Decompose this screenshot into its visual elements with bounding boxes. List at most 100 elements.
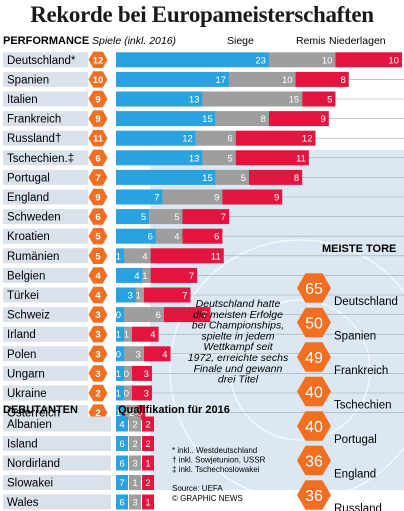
- debutants-header: DEBUTANTEN: [3, 404, 78, 416]
- losses-value: 3: [144, 389, 149, 400]
- draws-value: 4: [142, 251, 147, 262]
- draws-bar: [149, 209, 183, 225]
- debutant-bar: [116, 436, 128, 451]
- draws-value: 5: [241, 173, 246, 184]
- draws-value: 4: [174, 232, 179, 243]
- losses-value: 9: [321, 114, 326, 125]
- games-value: 6: [95, 153, 100, 164]
- games-value: 3: [95, 369, 100, 380]
- losses-value: 5: [327, 95, 332, 106]
- draws-value: 10: [322, 55, 333, 66]
- draws-bar: [142, 267, 151, 283]
- draws-bar: [135, 287, 144, 303]
- games-hexagon: [88, 286, 108, 304]
- debutant-value: 1: [145, 459, 150, 470]
- losses-bar: [302, 91, 336, 107]
- losses-value: 10: [388, 55, 399, 66]
- row-label-bg: [3, 228, 88, 244]
- games-value: 5: [95, 232, 101, 243]
- row-label-bg: [3, 326, 88, 342]
- goals-hexagon: [297, 342, 331, 372]
- row-label-bg: [3, 91, 88, 107]
- country-label: Schweiz: [7, 310, 50, 322]
- wins-bar: [116, 248, 124, 264]
- draws-bar: [124, 385, 132, 401]
- wins-value: 5: [141, 212, 146, 223]
- row-label-bg: [3, 307, 88, 323]
- row-label-bg: [3, 287, 88, 303]
- debutant-value: 3: [132, 498, 137, 509]
- row-label-bg: [3, 248, 88, 264]
- draws-value: 1: [124, 330, 129, 341]
- draws-bar: [155, 228, 183, 244]
- draws-bar: [215, 111, 269, 127]
- wins-value: 1: [116, 369, 121, 380]
- debutant-bar: [116, 416, 128, 432]
- losses-value: 6: [214, 232, 219, 243]
- country-label: Türkei: [7, 290, 39, 302]
- debutant-label-bg: [3, 416, 111, 432]
- goals-value: 50: [305, 316, 323, 333]
- wins-value: 1: [116, 408, 121, 419]
- wins-value: 13: [189, 153, 200, 164]
- col-draws-label: Remis: [296, 35, 326, 47]
- losses-bar: [163, 307, 211, 323]
- country-label: Deutschland*: [7, 55, 76, 67]
- wins-bar: [116, 111, 216, 127]
- row-label-bg: [3, 209, 88, 225]
- debutant-bar: [142, 436, 154, 451]
- draws-value: 5: [227, 153, 232, 164]
- goals-country: Russland: [334, 503, 382, 511]
- country-label: Portugal: [7, 172, 50, 184]
- games-value: 9: [95, 193, 100, 204]
- losses-bar: [132, 365, 152, 381]
- losses-bar: [132, 326, 159, 342]
- losses-value: 0: [137, 408, 142, 419]
- losses-value: 4: [150, 330, 155, 341]
- draws-bar: [124, 365, 132, 381]
- games-value: 4: [95, 271, 101, 282]
- wins-value: 0: [116, 310, 121, 321]
- qualification-header: Qualifikation für 2016: [118, 404, 230, 416]
- goals-value: 49: [305, 350, 323, 367]
- debutant-value: 1: [132, 478, 137, 489]
- games-hexagon: [88, 71, 108, 88]
- wins-value: 1: [116, 389, 121, 400]
- debutant-bar: [116, 494, 128, 510]
- row-label-bg: [3, 52, 88, 68]
- debutant-label: Island: [7, 439, 38, 451]
- goals-hexagon: [297, 273, 331, 303]
- wins-bar: [116, 346, 124, 362]
- row-label-bg: [3, 267, 88, 283]
- annotation-line: 1972, erreichte sechs: [188, 352, 289, 364]
- debutant-bar: [129, 494, 141, 510]
- games-hexagon: [88, 267, 108, 284]
- wins-bar: [116, 267, 143, 283]
- annotation-line: bei Championships,: [192, 320, 284, 332]
- losses-bar: [137, 405, 146, 421]
- draws-bar: [268, 52, 336, 68]
- wins-value: 13: [189, 95, 200, 106]
- goals-value: 40: [305, 419, 323, 436]
- games-value: 4: [95, 291, 101, 302]
- goals-country: Deutschland: [334, 296, 398, 308]
- debutant-label-bg: [3, 436, 111, 451]
- debutant-value: 2: [132, 439, 137, 450]
- debutant-label: Nordirland: [7, 458, 60, 470]
- top-scorers-header: MEISTE TORE: [322, 243, 396, 255]
- losses-value: 9: [274, 193, 279, 204]
- country-label: Frankreich: [7, 114, 61, 126]
- row-label-bg: [3, 111, 88, 127]
- col-games-label: Spiele (inkl. 2016): [92, 35, 176, 47]
- wins-bar: [116, 209, 150, 225]
- country-label: Rumänien: [7, 251, 59, 263]
- games-value: 11: [93, 134, 104, 145]
- performance-header: PERFORMANCE: [3, 35, 89, 47]
- goals-country: England: [334, 469, 376, 481]
- draws-value: 1: [142, 271, 147, 282]
- wins-value: 17: [215, 75, 226, 86]
- games-value: 7: [95, 173, 100, 184]
- losses-value: 7: [182, 291, 187, 302]
- debutant-value: 2: [132, 420, 137, 431]
